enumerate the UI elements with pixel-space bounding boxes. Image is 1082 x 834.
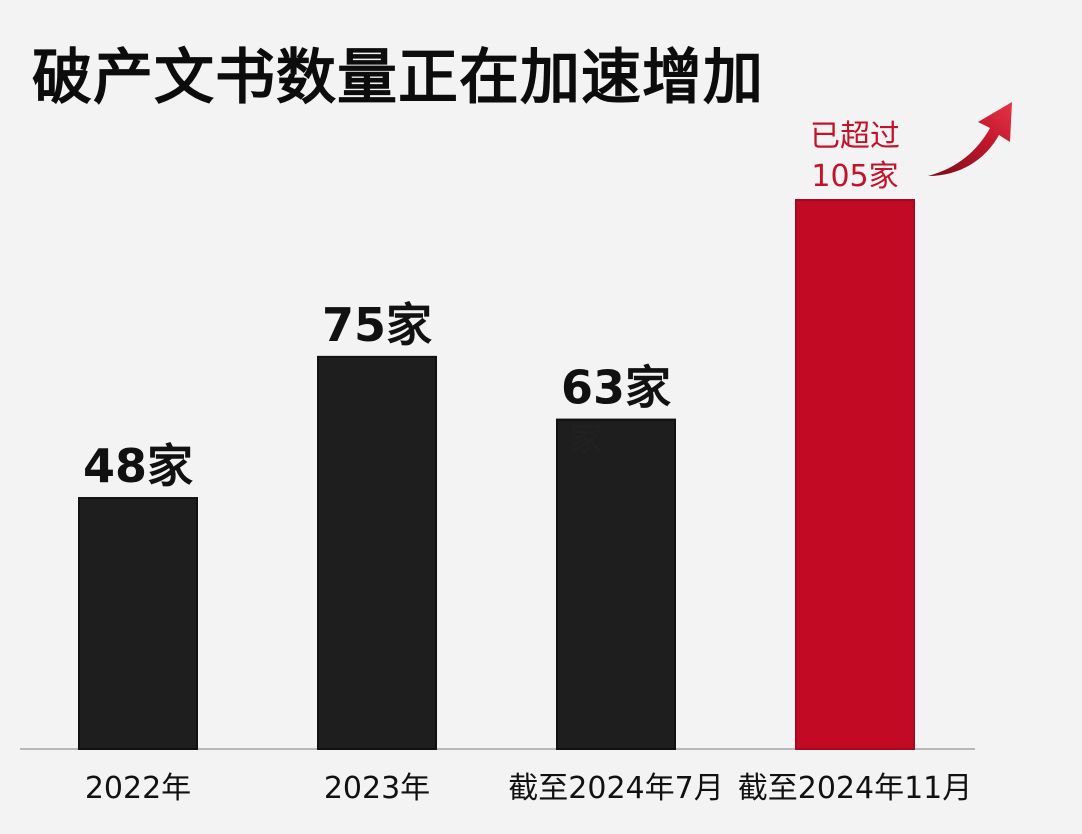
bar-0: [78, 497, 198, 750]
bar-1: [317, 355, 437, 750]
value-label-3: 105家: [811, 159, 898, 194]
trend-arrow-icon: [928, 102, 1012, 176]
tick-labels-group: 2022年 2023年 截至2024年7月 截至2024年11月: [85, 771, 972, 806]
value-label-0: 48家: [83, 439, 193, 493]
ghost-glyph: 家: [570, 420, 602, 458]
value-label-2: 63家: [561, 361, 671, 415]
highlight-prefix-label: 已超过: [810, 119, 900, 154]
bars-group: [78, 199, 915, 750]
value-label-1: 75家: [322, 298, 432, 352]
tick-label-1: 2023年: [324, 771, 430, 806]
tick-label-0: 2022年: [85, 771, 191, 806]
bar-3: [795, 199, 915, 750]
tick-label-2: 截至2024年7月: [508, 771, 723, 806]
chart-title: 破产文书数量正在加速增加: [32, 43, 764, 113]
bar-2: [556, 418, 676, 750]
tick-label-3: 截至2024年11月: [738, 771, 973, 806]
